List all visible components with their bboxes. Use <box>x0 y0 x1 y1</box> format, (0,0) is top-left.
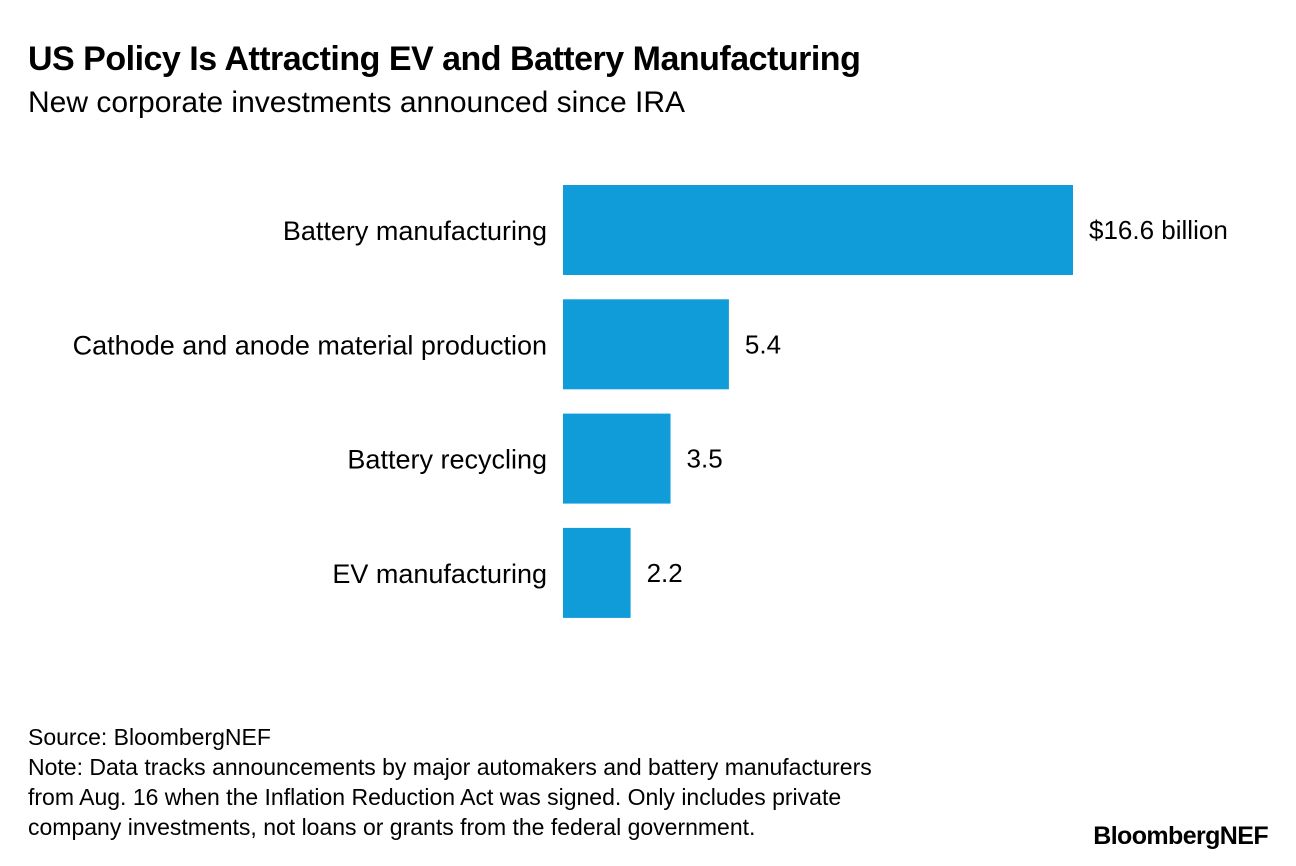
bar <box>563 299 729 390</box>
bar <box>563 413 671 504</box>
bloombergnef-logo: BloombergNEF <box>1093 822 1268 850</box>
value-label: 3.5 <box>687 444 723 474</box>
chart-title: US Policy Is Attracting EV and Battery M… <box>28 40 861 78</box>
chart-footer: Source: BloombergNEF Note: Data tracks a… <box>28 722 1068 842</box>
note-line: from Aug. 16 when the Inflation Reductio… <box>28 784 842 810</box>
category-label: EV manufacturing <box>332 559 547 589</box>
value-label: 5.4 <box>745 329 781 359</box>
value-label: $16.6 billion <box>1089 215 1228 245</box>
chart-subtitle: New corporate investments announced sinc… <box>28 86 686 119</box>
value-label: 2.2 <box>647 558 683 588</box>
bar <box>563 185 1073 275</box>
source-text: Source: BloombergNEF <box>28 724 271 750</box>
note-line: company investments, not loans or grants… <box>28 814 756 840</box>
bar <box>563 527 631 618</box>
category-label: Cathode and anode material production <box>73 330 547 360</box>
category-label: Battery manufacturing <box>283 216 547 246</box>
note-line: Note: Data tracks announcements by major… <box>28 754 872 780</box>
bar-chart: Battery manufacturing $16.6 billion Cathod… <box>73 185 1228 618</box>
category-label: Battery recycling <box>347 445 547 475</box>
